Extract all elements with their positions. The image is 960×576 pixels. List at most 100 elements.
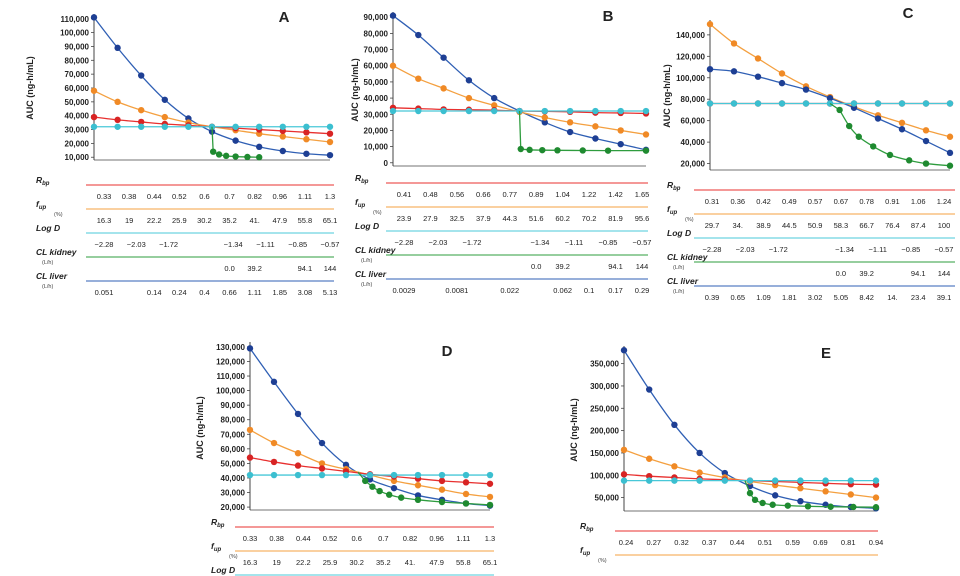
panel-c-point bbox=[754, 100, 762, 107]
panel-b-axis-name: Log D bbox=[355, 221, 379, 231]
panel-a-point bbox=[90, 113, 98, 121]
panel-a-axis-name: fup bbox=[36, 199, 47, 211]
panel-c-axis-fup: fup (%) 29.7 34. 38.9 44.5 50.9 58.3 66.7 76.4 87.… bbox=[667, 204, 955, 230]
panel-c-axis-tick: −1.34 bbox=[835, 245, 854, 254]
panel-a-axis-tick: 1.11 bbox=[248, 288, 262, 297]
panel-e-ytick-label: 200,000 bbox=[590, 427, 619, 436]
panel-a-point bbox=[215, 151, 223, 158]
panel-d-axis-tick: 0.82 bbox=[403, 534, 418, 543]
panel-d-axis-rbp: Rbp 0.33 0.38 0.44 0.52 0.6 0.7 0.82 0.96 1.11 1.3 bbox=[211, 517, 495, 543]
panel-d-axis-name: Rbp bbox=[211, 517, 225, 529]
panel-c-axis-tick: 1.81 bbox=[782, 293, 797, 302]
panel-c-point bbox=[886, 151, 894, 159]
panel-b-axis-tick: 0.17 bbox=[608, 286, 623, 295]
panel-e-axis-tick: 0.44 bbox=[730, 538, 745, 547]
panel-c-point bbox=[706, 65, 714, 73]
panel-b-point bbox=[642, 107, 650, 115]
panel-a-axis-tick: 39.2 bbox=[247, 264, 262, 273]
panel-d-axis-tick: 35.2 bbox=[376, 558, 391, 567]
panel-b-axis-cl-kidney: CL kidney (L/h) 0.0 39.2 94.1 144 bbox=[355, 245, 648, 271]
panel-c-ytick-label: 20,000 bbox=[681, 160, 706, 169]
panel-c-axis-tick: 3.02 bbox=[808, 293, 823, 302]
panel-c-axis-tick: 1.06 bbox=[911, 197, 926, 206]
panel-e-point bbox=[696, 477, 703, 484]
panel-b-point bbox=[526, 146, 533, 154]
panel-a-point bbox=[114, 44, 121, 52]
panel-e-axis-sub: bp bbox=[586, 527, 594, 533]
panel-a-point bbox=[256, 143, 263, 151]
panel-e-axis-tick: 0.59 bbox=[785, 538, 800, 547]
panel-d: D AUC (ng-h/mL) 20,000 30,000 40,000 50,000 60… bbox=[195, 342, 497, 576]
panel-a-ytick-label: 60,000 bbox=[65, 84, 90, 93]
panel-e-series-log-d bbox=[620, 477, 880, 484]
panel-a-point bbox=[114, 116, 121, 124]
panel-a-axis-tick: 0.96 bbox=[272, 192, 287, 201]
panel-c-axis-sub: bp bbox=[673, 186, 681, 192]
panel-d-point bbox=[270, 471, 278, 479]
panel-a-axis-tick: 0.38 bbox=[122, 192, 137, 201]
panel-c-axis-name: Log D bbox=[667, 228, 691, 238]
panel-e-axis-name: fup bbox=[580, 545, 591, 557]
panel-a-point bbox=[232, 123, 239, 130]
panel-c-point bbox=[730, 100, 738, 107]
panel-d-point bbox=[270, 439, 278, 447]
panel-e-ytick-label: 150,000 bbox=[590, 449, 619, 458]
panel-c-point bbox=[802, 100, 810, 107]
panel-c-ytick-label: 60,000 bbox=[681, 117, 706, 126]
panel-e-point bbox=[822, 488, 829, 495]
panel-a-axis-tick: 22.2 bbox=[147, 216, 162, 225]
panel-d-point bbox=[318, 460, 326, 467]
panel-a-axis-tick: 0.14 bbox=[147, 288, 162, 297]
panel-d-ytick-label: 60,000 bbox=[221, 445, 246, 454]
panel-c-point bbox=[730, 40, 738, 47]
panel-d-point bbox=[462, 479, 470, 486]
panel-d-point bbox=[246, 426, 254, 434]
panel-c-point bbox=[922, 160, 930, 167]
panel-a-ytick-label: 80,000 bbox=[65, 56, 90, 65]
panel-c-axis-tick: 1.09 bbox=[756, 293, 771, 302]
panel-d-axis-tick: 25.9 bbox=[323, 558, 338, 567]
panel-a-ylabel: AUC (ng-h/mL) bbox=[25, 56, 35, 119]
panel-a-axis-log-d: Log D −2.28 −2.03 −1.72 −1.34 −1.11 −0.85 −0.57 bbox=[36, 223, 339, 249]
panel-c-axis-tick: −2.03 bbox=[736, 245, 755, 254]
panel-b-point bbox=[554, 147, 561, 154]
panel-e-ylabel: AUC (ng-h/mL) bbox=[569, 398, 579, 461]
panel-b-point bbox=[415, 107, 422, 115]
panel-b-point bbox=[592, 107, 599, 115]
panel-e: E AUC (ng-h/mL) 50,000 100,000 150,000 200,00… bbox=[569, 345, 883, 564]
panel-c-point bbox=[922, 100, 930, 107]
panel-b-axis-tick: 51.6 bbox=[529, 214, 544, 223]
panel-a-point bbox=[209, 148, 217, 155]
panel-c-axis-tick: 29.7 bbox=[705, 221, 720, 230]
panel-a-ytick-label: 100,000 bbox=[60, 29, 89, 38]
panel-d-point bbox=[486, 480, 494, 487]
panel-b-axis-tick: 94.1 bbox=[608, 262, 623, 271]
panel-d-ylabel: AUC (ng-h/mL) bbox=[195, 396, 205, 459]
panel-d-axis-sub: bp bbox=[217, 523, 225, 529]
panel-c-axis-tick: 94.1 bbox=[911, 269, 926, 278]
panel-a-axis-unit: (L/h) bbox=[42, 284, 53, 290]
panel-a-axis-tick: 94.1 bbox=[298, 264, 313, 273]
panel-b-axis-name: fup bbox=[355, 197, 366, 209]
panel-d-point bbox=[294, 410, 302, 418]
panel-d-axis-tick: 55.8 bbox=[456, 558, 471, 567]
panel-c-point bbox=[906, 157, 913, 164]
panel-b-point bbox=[592, 123, 599, 130]
panel-d-point bbox=[390, 471, 398, 479]
panel-d-point bbox=[414, 471, 422, 479]
panel-a-axis-tick: 47.9 bbox=[272, 216, 287, 225]
panel-d-point bbox=[318, 465, 326, 472]
panel-c-axis-log-d: Log D −2.28 −2.03 −1.72 −1.34 −1.11 −0.85 −0.57 bbox=[667, 228, 955, 254]
panel-d-axis-fup: fup (%) 16.3 19 22.2 25.9 30.2 35.2 41. 47.9 55.8 6… bbox=[211, 541, 497, 567]
panel-d-point bbox=[246, 454, 254, 461]
panel-e-point bbox=[872, 477, 880, 484]
panel-a-axis-unit: (%) bbox=[54, 212, 63, 218]
panel-d-point bbox=[376, 487, 383, 495]
panel-d-axis-tick: 1.3 bbox=[485, 534, 495, 543]
panel-d-point bbox=[438, 471, 446, 479]
panel-a-axis-tick: 16.3 bbox=[97, 216, 112, 225]
panel-b-axis-unit: (L/h) bbox=[361, 258, 372, 264]
panel-c-point bbox=[778, 100, 786, 107]
panel-b-point bbox=[389, 107, 397, 115]
panel-b: B AUC (ng-h/mL) 0 10,000 20,000 30,000 40,000 5… bbox=[350, 8, 651, 295]
